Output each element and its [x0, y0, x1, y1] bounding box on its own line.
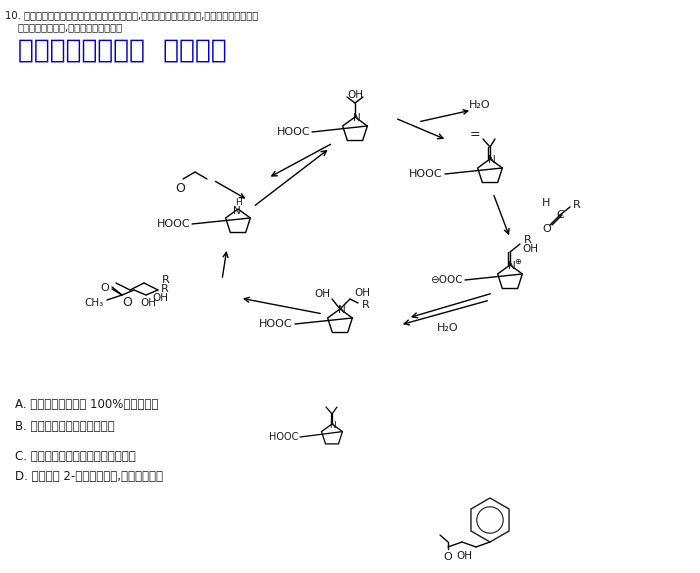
Text: O: O: [542, 224, 552, 234]
Text: C: C: [556, 210, 564, 220]
Text: ⊖OOC: ⊖OOC: [430, 275, 463, 285]
Text: 10. 脂氨酸是二十三种构成蛋白质的氨基酸之一,是其中唯一的亚氨基酸,如图是脂氨酸催化经: 10. 脂氨酸是二十三种构成蛋白质的氨基酸之一,是其中唯一的亚氨基酸,如图是脂氨…: [5, 10, 258, 20]
Text: O: O: [444, 552, 452, 562]
Text: N: N: [233, 206, 241, 216]
Text: =: =: [470, 128, 480, 142]
Text: H: H: [542, 198, 550, 208]
Text: ⊕: ⊕: [514, 257, 522, 266]
Text: R: R: [162, 275, 169, 285]
Text: H: H: [234, 198, 241, 207]
Text: HOOC: HOOC: [276, 127, 310, 137]
Text: OH: OH: [140, 298, 156, 308]
Text: R: R: [573, 200, 581, 210]
Text: B. 由图中可知脂氨酸的结构为: B. 由图中可知脂氨酸的结构为: [15, 420, 115, 433]
Text: OH: OH: [456, 551, 472, 561]
Text: OH: OH: [152, 293, 168, 303]
Text: H₂O: H₂O: [438, 323, 458, 333]
Text: H₂O: H₂O: [469, 100, 491, 110]
Text: 微信公众号关注：  趣找答案: 微信公众号关注： 趣找答案: [18, 38, 227, 64]
Text: N: N: [353, 113, 361, 123]
Text: OH: OH: [314, 289, 330, 299]
Text: N: N: [330, 421, 337, 430]
Text: HOOC: HOOC: [410, 169, 443, 179]
Text: R: R: [524, 235, 532, 245]
Text: N: N: [488, 155, 496, 165]
Text: O: O: [101, 283, 109, 293]
Text: 醒缩醀的反应机理,下列说法不正确的是: 醒缩醀的反应机理,下列说法不正确的是: [18, 22, 123, 32]
Text: D. 若原料用 2-丁酐和苯甲醐,则产物可能为: D. 若原料用 2-丁酐和苯甲醐,则产物可能为: [15, 470, 163, 483]
Text: C. 该过程涉及了加成反应和消去反应: C. 该过程涉及了加成反应和消去反应: [15, 450, 136, 463]
Text: A. 反应原料中的原子 100%转化为产物: A. 反应原料中的原子 100%转化为产物: [15, 398, 158, 411]
Text: OH: OH: [522, 244, 538, 254]
Text: O: O: [122, 296, 132, 308]
Text: O: O: [175, 182, 185, 194]
Text: N: N: [508, 261, 516, 271]
Text: OH: OH: [354, 288, 370, 298]
Text: HOOC: HOOC: [156, 219, 190, 229]
Text: R: R: [362, 300, 370, 310]
Text: HOOC: HOOC: [269, 432, 298, 442]
Text: OH: OH: [347, 90, 363, 100]
Text: CH₃: CH₃: [85, 298, 104, 308]
Text: HOOC: HOOC: [260, 319, 293, 329]
Text: N: N: [338, 305, 346, 315]
Text: R: R: [161, 284, 169, 294]
